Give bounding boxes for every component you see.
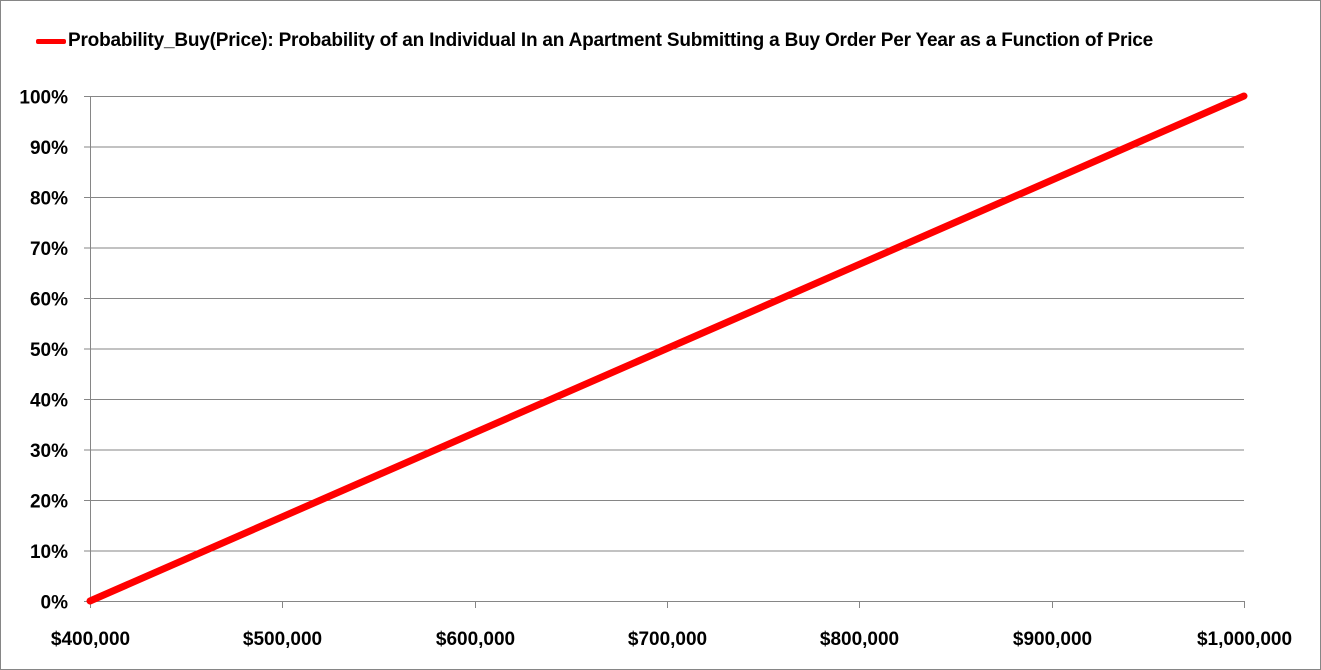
y-tick-label: 30% — [30, 441, 68, 462]
legend: Probability_Buy(Price): Probability of a… — [36, 30, 1153, 52]
series-line — [86, 92, 1248, 605]
y-tick-label: 40% — [30, 391, 68, 412]
y-tick-label: 50% — [30, 340, 68, 361]
x-tick-label: $500,000 — [243, 629, 322, 650]
y-tick-label: 60% — [30, 290, 68, 311]
y-tick-label: 10% — [30, 542, 68, 563]
legend-label: Probability_Buy(Price): Probability of a… — [68, 30, 1154, 51]
y-tick-label: 20% — [30, 492, 68, 513]
x-tick-label: $900,000 — [1013, 629, 1092, 650]
y-tick-label: 80% — [30, 189, 68, 210]
y-tick-label: 100% — [19, 88, 68, 109]
legend-swatch — [36, 38, 66, 44]
y-tick-label: 70% — [30, 239, 68, 260]
x-tick-label: $400,000 — [51, 629, 130, 650]
x-tick-label: $800,000 — [820, 629, 899, 650]
x-tick-label: $1,000,000 — [1197, 629, 1292, 650]
y-tick-label: 0% — [41, 593, 69, 614]
x-tick-label: $700,000 — [628, 629, 707, 650]
x-tick-label: $600,000 — [436, 629, 515, 650]
y-tick-label: 90% — [30, 138, 68, 159]
